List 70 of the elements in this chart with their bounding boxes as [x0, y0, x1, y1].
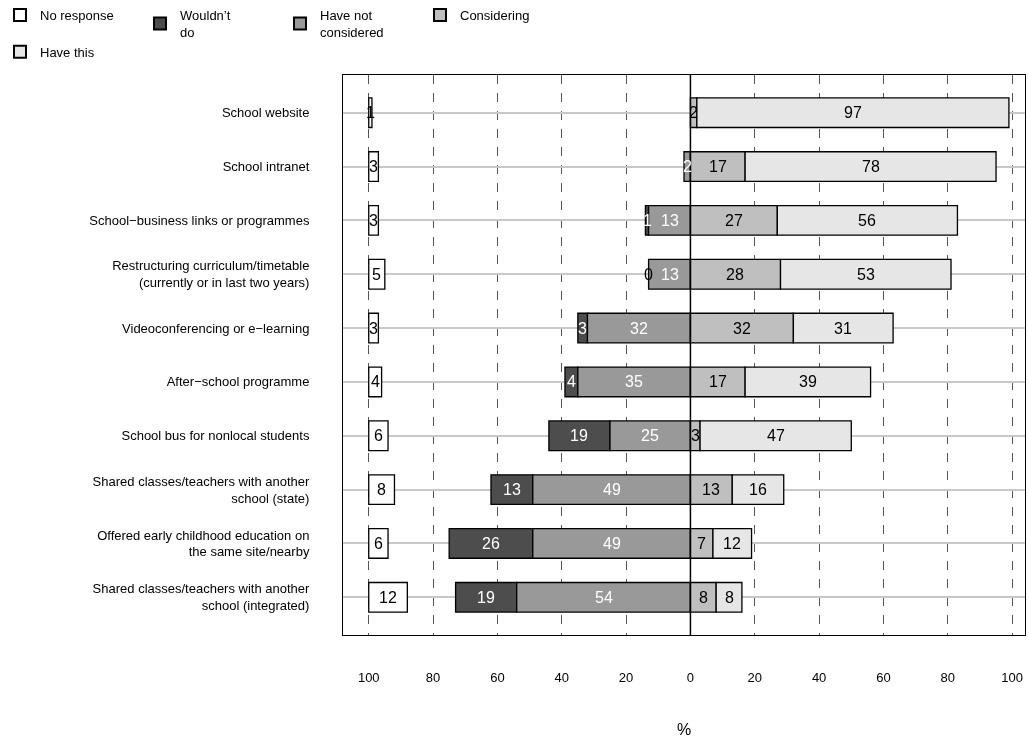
- data-label: 6: [374, 427, 383, 444]
- x-axis-title: %: [676, 721, 692, 739]
- data-label: 28: [726, 266, 744, 283]
- data-label: 47: [767, 427, 785, 444]
- data-label: 3: [369, 158, 378, 175]
- y-tick-label: School website: [221, 105, 310, 121]
- y-tick-label: Shared classes/teachers with another school (integrated): [92, 581, 311, 614]
- data-label: 6: [374, 535, 383, 552]
- data-label: 3: [369, 320, 378, 337]
- legend-label: Have not considered: [320, 8, 384, 40]
- data-label: 49: [603, 481, 621, 498]
- data-label: 56: [858, 212, 876, 229]
- data-label: 35: [625, 373, 643, 390]
- data-label: 39: [799, 373, 817, 390]
- y-tick-label: Videoconferencing or e−learning: [122, 320, 310, 336]
- data-label: 97: [844, 104, 862, 121]
- y-tick-label: School intranet: [222, 159, 310, 175]
- data-label: 19: [477, 589, 495, 606]
- data-label: 26: [482, 535, 500, 552]
- data-label: 17: [709, 373, 727, 390]
- legend-label: Have this: [40, 44, 95, 60]
- data-label: 19: [570, 427, 588, 444]
- y-tick-label: After−school programme: [166, 374, 310, 390]
- y-tick-label: School−business links or programmes: [89, 212, 310, 228]
- y-tick-label: Offered early childhood education on the same site/nearby: [97, 527, 310, 560]
- x-tick-label: 0: [686, 669, 695, 685]
- data-label: 78: [862, 158, 880, 175]
- x-tick-label: 80: [940, 669, 956, 685]
- data-label: 31: [834, 320, 852, 337]
- x-tick-label: 80: [425, 669, 441, 685]
- data-label: 4: [371, 373, 380, 390]
- data-label: 12: [379, 589, 397, 606]
- data-label: 25: [641, 427, 659, 444]
- legend-label: No response: [40, 8, 114, 24]
- data-label: 54: [595, 589, 613, 606]
- data-label: 4: [567, 373, 576, 390]
- y-tick-label: School bus for nonlocal students: [121, 428, 310, 444]
- data-label: 13: [503, 481, 521, 498]
- x-tick-label: 40: [554, 669, 569, 685]
- legend-label: Considering: [460, 8, 530, 24]
- data-label: 7: [697, 535, 706, 552]
- x-tick-label: 40: [811, 669, 827, 685]
- data-label: 17: [709, 158, 727, 175]
- data-label: 8: [699, 589, 708, 606]
- x-tick-label: 100: [1001, 669, 1023, 685]
- data-label: 13: [661, 212, 679, 229]
- x-tick-label: 20: [747, 669, 762, 685]
- data-label: 1: [643, 212, 652, 229]
- data-label: 5: [372, 266, 381, 283]
- data-label: 16: [749, 481, 767, 498]
- data-label: 12: [723, 535, 741, 552]
- data-label: 13: [661, 266, 679, 283]
- data-label: 32: [630, 320, 648, 337]
- data-label: 53: [857, 266, 875, 283]
- legend-label: Wouldn’t do: [180, 8, 231, 40]
- x-tick-label: 60: [876, 669, 891, 685]
- data-label: 3: [369, 212, 378, 229]
- data-label: 13: [702, 481, 720, 498]
- data-label: 1: [366, 104, 375, 121]
- data-label: 49: [603, 535, 621, 552]
- y-tick-label: Restructuring curriculum/timetable (currently or in last two years): [112, 258, 310, 291]
- y-tick-label: Shared classes/teachers with another school (state): [92, 473, 311, 506]
- data-label: 27: [725, 212, 743, 229]
- x-tick-label: 100: [357, 669, 380, 685]
- data-label: 3: [578, 320, 587, 337]
- x-tick-label: 20: [618, 669, 634, 685]
- data-label: 8: [377, 481, 386, 498]
- data-label: 8: [725, 589, 734, 606]
- data-label: 32: [733, 320, 751, 337]
- x-tick-label: 60: [490, 669, 505, 685]
